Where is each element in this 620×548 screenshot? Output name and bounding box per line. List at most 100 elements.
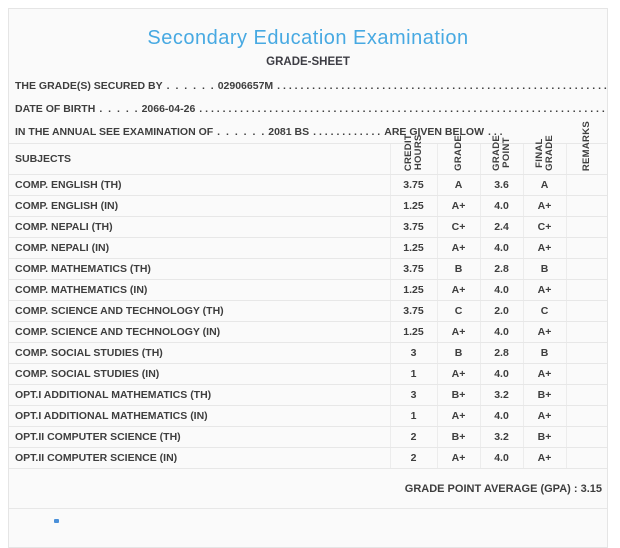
grade-sheet-subtitle: GRADE-SHEET — [266, 56, 350, 68]
credit-hours-cell: 3 — [389, 342, 437, 364]
grade-cell: B+ — [436, 384, 480, 406]
subject-cell: COMP. SCIENCE AND TECHNOLOGY (TH) — [9, 300, 390, 322]
credit-hours-cell: 3 — [389, 384, 437, 406]
subject-cell: OPT.II COMPUTER SCIENCE (IN) — [9, 447, 390, 469]
table-row: OPT.I ADDITIONAL MATHEMATICS (TH) 3 B+ 3.2 B… — [9, 384, 607, 406]
credit-hours-cell: 1.25 — [389, 321, 437, 343]
dotted-leader: . . . . . . . . . . . . — [313, 125, 381, 138]
remarks-cell — [565, 384, 607, 406]
final-grade-cell: A+ — [522, 321, 566, 343]
subject-cell: COMP. SOCIAL STUDIES (IN) — [9, 363, 390, 385]
credit-hours-cell: 2 — [389, 447, 437, 469]
date-of-birth-value: 2066-04-26 — [141, 102, 196, 115]
remarks-cell — [565, 300, 607, 322]
final-grade-cell: C+ — [522, 216, 566, 238]
grade-point-cell: 4.0 — [479, 405, 523, 427]
grade-point-cell: 4.0 — [479, 321, 523, 343]
dotted-leader: . . . — [488, 125, 503, 138]
remarks-cell — [565, 447, 607, 469]
grade-point-column-header: GRADE POINT — [479, 135, 523, 175]
table-row: COMP. SCIENCE AND TECHNOLOGY (TH) 3.75 C 2.… — [9, 300, 607, 322]
credit-hours-cell: 3.75 — [389, 174, 437, 196]
table-row: COMP. NEPALI (IN) 1.25 A+ 4.0 A+ — [9, 237, 607, 259]
remarks-cell — [565, 342, 607, 364]
dotted-leader: . . . . . . . . . . . . . . . . . . . . … — [277, 79, 607, 92]
page-title: Secondary Education Examination — [147, 27, 469, 49]
table-row: OPT.II COMPUTER SCIENCE (IN) 2 A+ 4.0 A+ — [9, 447, 607, 469]
credit-hours-cell: 1.25 — [389, 195, 437, 217]
grade-point-cell: 2.0 — [479, 300, 523, 322]
grade-cell: A — [436, 174, 480, 196]
date-of-birth-line: DATE OF BIRTH . . . . . 2066-04-26 . . .… — [9, 97, 607, 120]
candidate-info: THE GRADE(S) SECURED BY . . . . . . 0290… — [9, 74, 607, 143]
grade-point-cell: 4.0 — [479, 237, 523, 259]
final-grade-cell: B — [522, 258, 566, 280]
table-row: COMP. ENGLISH (IN) 1.25 A+ 4.0 A+ — [9, 195, 607, 217]
grade-cell: B — [436, 342, 480, 364]
final-grade-cell: A+ — [522, 363, 566, 385]
table-row: COMP. SCIENCE AND TECHNOLOGY (IN) 1.25 A+ 4… — [9, 321, 607, 343]
subject-cell: OPT.I ADDITIONAL MATHEMATICS (TH) — [9, 384, 390, 406]
table-row: COMP. MATHEMATICS (IN) 1.25 A+ 4.0 A+ — [9, 279, 607, 301]
grade-point-cell: 4.0 — [479, 195, 523, 217]
dotted-leader: . . . . . . . . . . . . . . . . . . . . … — [199, 102, 605, 115]
table-row: COMP. SOCIAL STUDIES (IN) 1 A+ 4.0 A+ — [9, 363, 607, 385]
candidate-symbol-number: 02906657M — [217, 79, 274, 92]
grade-point-cell: 4.0 — [479, 279, 523, 301]
subject-cell: COMP. MATHEMATICS (IN) — [9, 279, 390, 301]
remarks-cell — [565, 363, 607, 385]
final-grade-cell: A+ — [522, 237, 566, 259]
subject-cell: OPT.I ADDITIONAL MATHEMATICS (IN) — [9, 405, 390, 427]
grade-cell: A+ — [436, 405, 480, 427]
secured-by-label: THE GRADE(S) SECURED BY — [15, 79, 163, 92]
subject-cell: COMP. SCIENCE AND TECHNOLOGY (IN) — [9, 321, 390, 343]
dotted-leader: . . . . . . — [166, 79, 214, 92]
grade-point-cell: 2.8 — [479, 342, 523, 364]
final-grade-cell: A+ — [522, 195, 566, 217]
secured-by-line: THE GRADE(S) SECURED BY . . . . . . 0290… — [9, 74, 607, 97]
table-row: COMP. ENGLISH (TH) 3.75 A 3.6 A — [9, 174, 607, 196]
cut-off-element — [54, 519, 59, 523]
examination-year-line: IN THE ANNUAL SEE EXAMINATION OF . . . .… — [9, 120, 607, 143]
subject-cell: COMP. ENGLISH (IN) — [9, 195, 390, 217]
grade-point-cell: 3.6 — [479, 174, 523, 196]
subjects-column-header: SUBJECTS — [9, 143, 390, 175]
table-row: COMP. NEPALI (TH) 3.75 C+ 2.4 C+ — [9, 216, 607, 238]
remarks-cell — [565, 321, 607, 343]
credit-hours-cell: 3.75 — [389, 216, 437, 238]
date-of-birth-label: DATE OF BIRTH — [15, 102, 96, 115]
remarks-cell — [565, 258, 607, 280]
grade-cell: A+ — [436, 237, 480, 259]
are-given-below-label: ARE GIVEN BELOW — [384, 125, 484, 138]
grades-table: SUBJECTS CREDIT HOURS GRADE GRADE POINT … — [9, 121, 607, 509]
grade-point-cell: 3.2 — [479, 384, 523, 406]
gpa-row: GRADE POINT AVERAGE (GPA) : 3.15 — [9, 468, 607, 509]
examination-year-value: 2081 BS — [268, 125, 310, 138]
gpa-value: GRADE POINT AVERAGE (GPA) : 3.15 — [9, 468, 607, 509]
credit-hours-cell: 3.75 — [389, 258, 437, 280]
credit-hours-cell: 1 — [389, 363, 437, 385]
dotted-leader: . . . . . . — [217, 125, 265, 138]
remarks-cell — [565, 195, 607, 217]
remarks-cell — [565, 216, 607, 238]
grade-cell: B+ — [436, 426, 480, 448]
remarks-cell — [565, 426, 607, 448]
grade-sheet-panel: Secondary Education Examination GRADE-SH… — [8, 8, 608, 548]
final-grade-cell: A+ — [522, 279, 566, 301]
grade-cell: C+ — [436, 216, 480, 238]
final-grade-column-header: FINAL GRADE — [522, 135, 566, 175]
subject-cell: COMP. NEPALI (TH) — [9, 216, 390, 238]
final-grade-cell: B+ — [522, 426, 566, 448]
grade-cell: C — [436, 300, 480, 322]
grade-cell: B — [436, 258, 480, 280]
table-header-row: SUBJECTS CREDIT HOURS GRADE GRADE POINT … — [9, 121, 607, 175]
remarks-cell — [565, 174, 607, 196]
grade-point-cell: 4.0 — [479, 447, 523, 469]
grade-cell: A+ — [436, 321, 480, 343]
final-grade-cell: A+ — [522, 405, 566, 427]
dotted-leader: . . . . . — [99, 102, 138, 115]
grade-cell: A+ — [436, 363, 480, 385]
remarks-cell — [565, 405, 607, 427]
subject-cell: OPT.II COMPUTER SCIENCE (TH) — [9, 426, 390, 448]
remarks-column-header: REMARKS — [565, 121, 607, 175]
